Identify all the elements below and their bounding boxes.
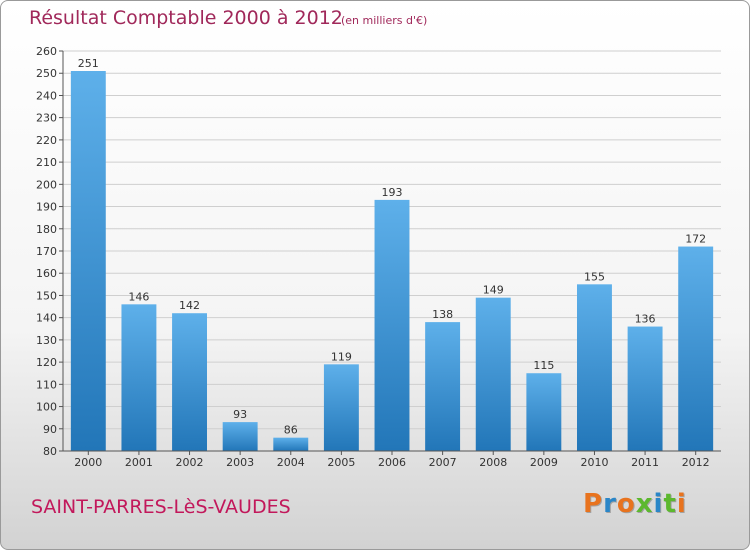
x-tick-label: 2002 (176, 456, 204, 469)
y-tick-label: 160 (36, 267, 57, 280)
bar-value-label: 155 (584, 270, 605, 283)
bar-chart: 80 90 100 110 120 130 140 150 160 170 180 190 200 210… (36, 45, 721, 469)
bar-value-label: 93 (233, 408, 247, 421)
logo-letter: t (663, 489, 677, 519)
y-tick-label: 220 (36, 134, 57, 147)
bar-2008 (475, 297, 511, 451)
y-tick-label: 90 (43, 423, 57, 436)
x-tick-label: 2011 (631, 456, 659, 469)
bar-2012 (678, 246, 714, 451)
logo-letter: r (603, 489, 617, 519)
bar-value-label: 115 (533, 359, 554, 372)
bar-value-label: 172 (685, 233, 706, 246)
y-tick-label: 210 (36, 156, 57, 169)
bar-2004 (273, 437, 309, 451)
bar-2001 (121, 304, 157, 451)
x-tick-label: 2006 (378, 456, 406, 469)
y-tick-label: 110 (36, 378, 57, 391)
bar-2011 (627, 326, 663, 451)
bar-value-label: 149 (483, 284, 504, 297)
y-tick-label: 180 (36, 223, 57, 236)
x-tick-label: 2001 (125, 456, 153, 469)
y-tick-label: 140 (36, 312, 57, 325)
y-tick-label: 250 (36, 67, 57, 80)
bar-value-label: 136 (635, 313, 656, 326)
logo-letter: i (653, 489, 664, 519)
proxiti-logo: Proxiti (583, 489, 687, 519)
logo-letter: i (676, 489, 687, 519)
x-tick-label: 2000 (74, 456, 102, 469)
x-tick-label: 2005 (327, 456, 355, 469)
bar-2005 (323, 364, 359, 451)
chart-title: Résultat Comptable 2000 à 2012 (29, 7, 343, 29)
y-tick-label: 230 (36, 112, 57, 125)
commune-name: SAINT-PARRES-LèS-VAUDES (31, 496, 291, 518)
x-tick-label: 2009 (530, 456, 558, 469)
x-tick-label: 2010 (580, 456, 608, 469)
x-tick-label: 2003 (226, 456, 254, 469)
logo-letter: o (616, 489, 636, 519)
bar-2009 (526, 373, 562, 451)
y-tick-label: 260 (36, 45, 57, 58)
bar-2003 (222, 422, 258, 451)
bar-2006 (374, 199, 410, 451)
x-tick-label: 2012 (682, 456, 710, 469)
x-tick-label: 2007 (429, 456, 457, 469)
logo-letter: P (583, 489, 604, 519)
y-tick-label: 100 (36, 401, 57, 414)
y-tick-label: 120 (36, 356, 57, 369)
bar-value-label: 86 (284, 424, 298, 437)
chart-unit: (en milliers d'€) (341, 14, 428, 27)
y-tick-label: 130 (36, 334, 57, 347)
bar-value-label: 146 (128, 290, 149, 303)
x-tick-label: 2004 (277, 456, 305, 469)
logo-letter: x (635, 489, 654, 519)
y-tick-label: 190 (36, 201, 57, 214)
y-tick-label: 240 (36, 89, 57, 102)
bar-2000 (70, 71, 106, 451)
y-tick-label: 150 (36, 289, 57, 302)
x-axis: 2000 2001 2002 2003 2004 2005 2006 2007 2008 2009… (63, 450, 721, 469)
bars: 251 146 142 93 86 119 193 138 149 115 155 136 172 (70, 57, 714, 451)
bar-2002 (172, 313, 208, 451)
bar-2010 (576, 284, 612, 451)
y-axis: 80 90 100 110 120 130 140 150 160 170 180 190 200 210… (36, 45, 64, 458)
x-tick-label: 2008 (479, 456, 507, 469)
bar-value-label: 142 (179, 299, 200, 312)
y-tick-label: 200 (36, 178, 57, 191)
bar-value-label: 119 (331, 350, 352, 363)
bar-value-label: 251 (78, 57, 99, 70)
bar-2007 (425, 322, 461, 451)
y-tick-label: 170 (36, 245, 57, 258)
y-tick-label: 80 (43, 445, 57, 458)
bar-value-label: 138 (432, 308, 453, 321)
bar-value-label: 193 (382, 186, 403, 199)
